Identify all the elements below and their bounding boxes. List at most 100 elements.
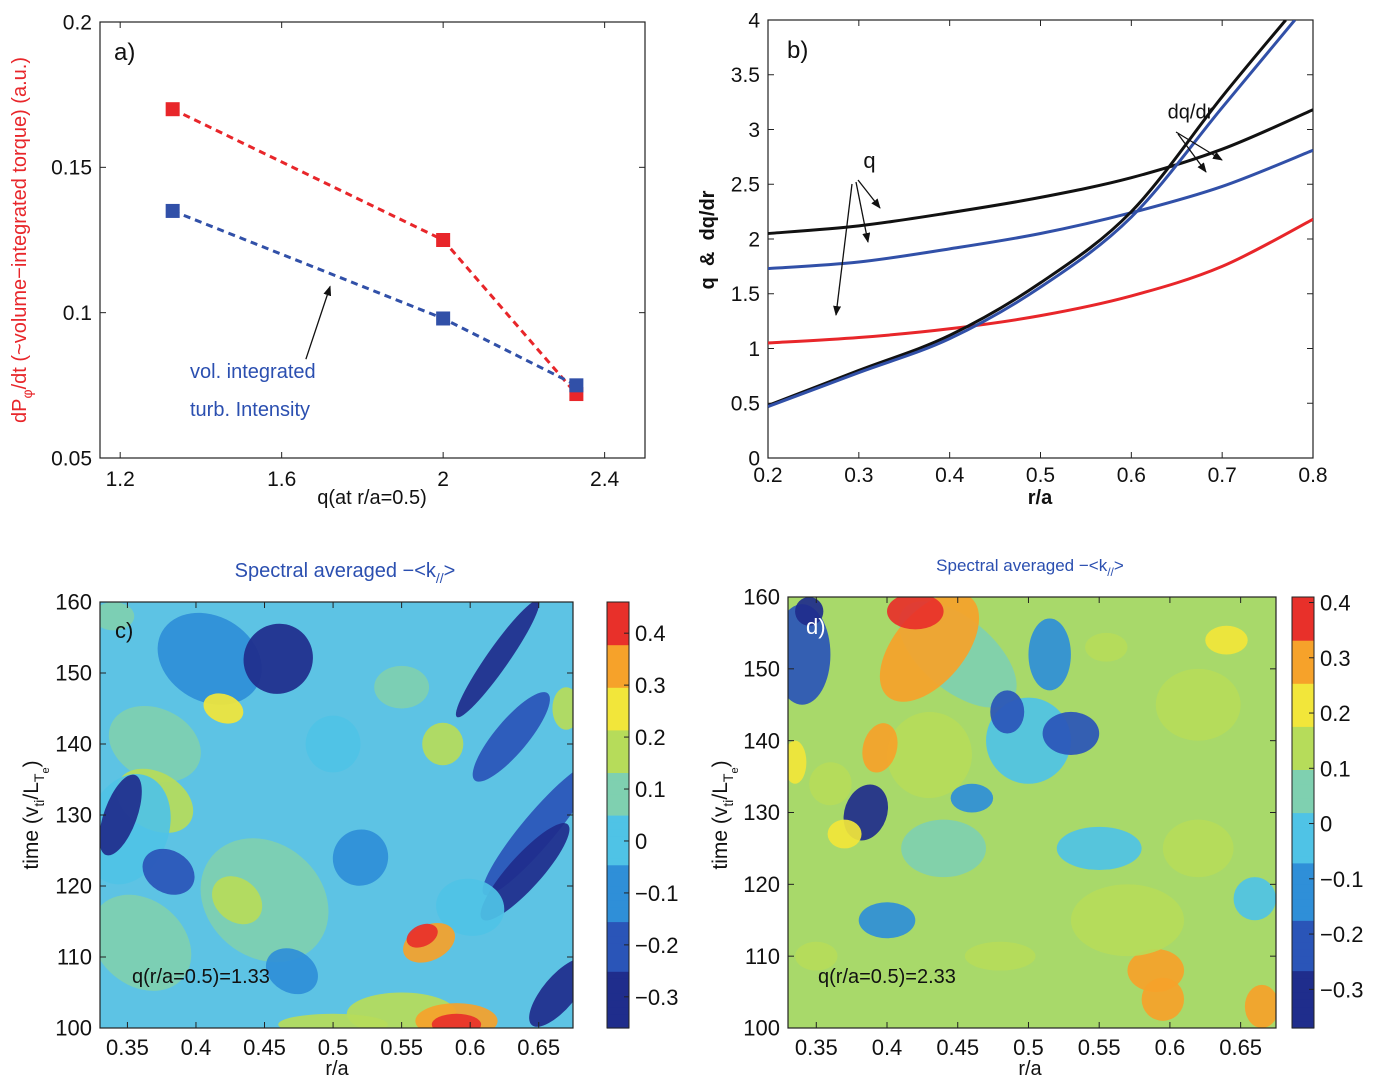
x-tick-label: 0.5 [1013,1035,1044,1060]
colorbar-tick-label: −0.1 [1320,867,1363,892]
colorbar-cell [607,949,629,958]
heatmap-region [436,878,505,936]
heatmap-region [788,740,807,784]
colorbar-cell [1292,1013,1314,1022]
y-tick-label: 1 [748,338,760,361]
colorbar-cell [1292,956,1314,964]
panel-c-heatmap [100,602,573,1028]
colorbar-cell [1292,632,1314,641]
heatmap-region [332,829,389,886]
y-tick-label: 160 [743,585,780,610]
colorbar-cell [1292,992,1314,1000]
heatmap-region [879,597,980,702]
panel-a-label: a) [114,39,135,66]
colorbar-cell [1292,611,1314,620]
colorbar-cell [607,850,629,859]
panel-c-title: Spectral averaged −<k//> [235,560,456,586]
colorbar-cell [607,644,629,653]
x-tick-label: 0.7 [1208,464,1237,487]
heatmap-region [243,623,313,694]
colorbar-cell [607,715,629,724]
x-tick-label: 2.4 [590,468,620,491]
heatmap-region [100,894,192,991]
colorbar-cell [607,992,629,1001]
colorbar-cell [607,935,629,944]
heatmap-region [1233,877,1276,921]
heatmap-region [1205,625,1248,655]
y-tick-label: 0.5 [731,393,760,416]
heatmap-region [100,602,135,631]
panel-b: b) 0.2 0.3 0.4 0.5 0.6 0.7 0.8 0 0.5 1 1.5 2 2.5 3 3.… [697,9,1328,509]
heatmap-region [795,597,824,626]
colorbar-cell [1292,654,1314,663]
heatmap-region [100,774,142,856]
heatmap-region [406,923,438,948]
colorbar-cell [607,765,629,773]
colorbar-cell [607,985,629,994]
panel-a-annotation-arrow [305,285,332,360]
colorbar-cell [1292,877,1314,885]
heatmap-region [422,722,464,766]
x-tick-label: 2 [437,468,449,491]
colorbar-cell [1292,869,1314,878]
panel-b-dqdr-arrow-1 [1175,131,1223,161]
series-dqdr-4 [768,20,1296,408]
panel-a-ylabel: dPφ/dt (~volume−integrated torque) (a.u.… [9,57,35,423]
x-tick-label: 0.8 [1298,464,1327,487]
colorbar-cell [607,928,629,937]
heatmap-region [203,693,244,724]
x-tick-label: 0.45 [243,1035,286,1060]
colorbar-cell [607,772,629,781]
colorbar-cell [1292,963,1314,972]
y-tick-label: 0.1 [63,302,92,325]
panel-b-y-ticks: 0 0.5 1 1.5 2 2.5 3 3.5 4 [731,9,1313,470]
y-tick-label: 0.15 [51,157,92,180]
colorbar-cell [607,673,629,681]
colorbar-cell [607,609,629,617]
heatmap-region [1028,618,1071,691]
colorbar-cell [1292,790,1314,799]
data-marker [436,311,451,326]
colorbar-tick-label: 0.3 [635,673,666,698]
colorbar-cell [607,957,629,965]
colorbar-cell [1292,618,1314,627]
colorbar-cell [1292,597,1314,605]
y-tick-label: 100 [55,1016,92,1041]
panel-c: Spectral averaged −<k//> c) q(r/a=0.5)=1… [20,560,678,1079]
colorbar-tick-label: −0.1 [635,881,678,906]
panel-c-ylabel: time (vti/LTe) [20,760,52,869]
colorbar-cell [1292,683,1314,691]
colorbar-cell [607,829,629,837]
panel-d-annotation: q(r/a=0.5)=2.33 [818,966,956,988]
colorbar-cell [607,729,629,738]
colorbar-tick-label: 0.1 [1320,756,1351,781]
x-tick-label: 0.55 [380,1035,423,1060]
heatmap-region [212,876,263,925]
colorbar-cell [607,630,629,639]
colorbar-cell [1292,805,1314,814]
colorbar-cell [607,651,629,660]
series-dqdr-3 [768,20,1287,407]
colorbar-cell [607,665,629,674]
colorbar-cell [1292,668,1314,677]
colorbar-cell [607,623,629,631]
colorbar-cell [1292,661,1314,670]
colorbar-cell [607,793,629,802]
colorbar-cell [1292,999,1314,1008]
colorbar-frame [1291,596,1315,1029]
colorbar-cell [1292,841,1314,850]
colorbar-cell [1292,640,1314,648]
panel-a-series [165,102,584,402]
panel-d: Spectral averaged −<k//> d) q(r/a=0.5)=2… [709,556,1363,1079]
colorbar-cell [1292,755,1314,763]
colorbar-cell [607,602,629,610]
panel-b-annotation-dqdr: dq/dr [1168,102,1214,124]
heatmap-region [265,948,318,995]
y-tick-label: 150 [55,661,92,686]
x-tick-label: 0.65 [1219,1035,1262,1060]
heatmap-region [552,687,573,730]
colorbar-cell [607,694,629,702]
panel-d-xlabel: r/a [1018,1058,1042,1079]
colorbar-cell [1292,884,1314,893]
panel-b-label: b) [787,37,808,64]
